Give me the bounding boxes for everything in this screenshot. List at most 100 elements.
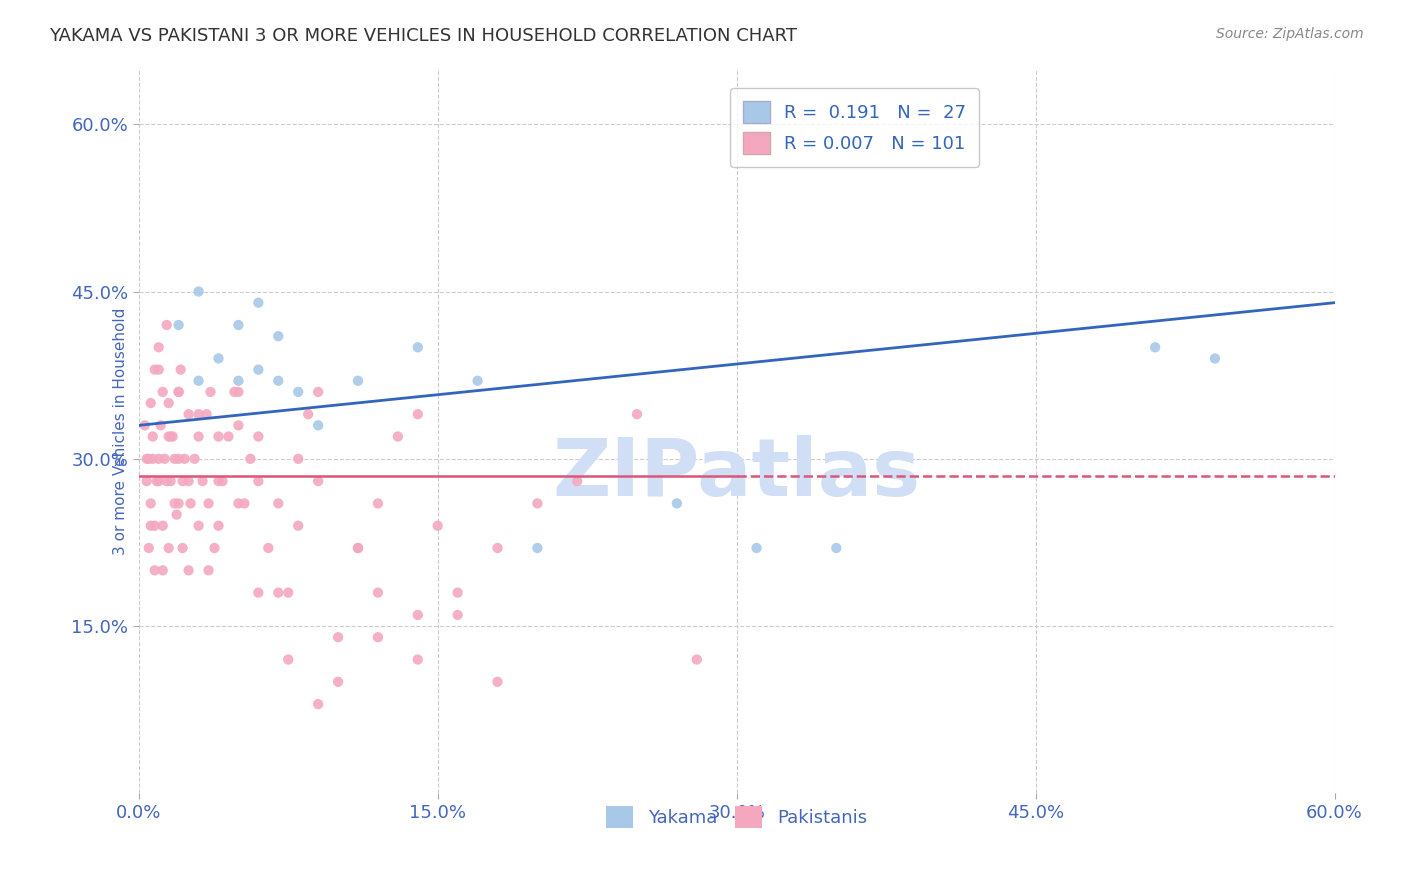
Point: [326, 630, 349, 644]
Text: Source: ZipAtlas.com: Source: ZipAtlas.com: [1216, 27, 1364, 41]
Point: [167, 384, 190, 399]
Point: [228, 418, 250, 433]
Point: [183, 451, 205, 466]
Point: [406, 607, 429, 622]
Point: [239, 451, 262, 466]
Y-axis label: 3 or more Vehicles in Household: 3 or more Vehicles in Household: [112, 307, 128, 555]
Point: [197, 496, 219, 510]
Point: [486, 541, 509, 555]
Point: [152, 384, 174, 399]
Point: [267, 496, 290, 510]
Point: [177, 563, 200, 577]
Point: [139, 396, 162, 410]
Point: [367, 630, 389, 644]
Point: [406, 407, 429, 421]
Point: [187, 429, 209, 443]
Point: [166, 508, 188, 522]
Point: [297, 407, 319, 421]
Point: [228, 374, 250, 388]
Point: [347, 541, 370, 555]
Point: [526, 541, 548, 555]
Point: [267, 374, 290, 388]
Point: [228, 496, 250, 510]
Point: [228, 384, 250, 399]
Point: [187, 407, 209, 421]
Point: [367, 496, 389, 510]
Point: [277, 585, 299, 599]
Point: [233, 496, 256, 510]
Point: [152, 563, 174, 577]
Point: [159, 429, 181, 443]
Point: [187, 374, 209, 388]
Point: [139, 518, 162, 533]
Point: [825, 541, 848, 555]
Point: [134, 418, 156, 433]
Point: [152, 518, 174, 533]
Point: [287, 384, 309, 399]
Point: [177, 474, 200, 488]
Point: [139, 496, 162, 510]
Point: [247, 362, 270, 376]
Point: [148, 451, 170, 466]
Point: [172, 474, 194, 488]
Point: [1144, 340, 1167, 354]
Point: [142, 451, 165, 466]
Point: [163, 451, 186, 466]
Point: [187, 285, 209, 299]
Point: [347, 374, 370, 388]
Point: [1204, 351, 1226, 366]
Point: [211, 474, 233, 488]
Point: [247, 474, 270, 488]
Point: [228, 318, 250, 332]
Point: [143, 563, 166, 577]
Point: [153, 451, 176, 466]
Point: [207, 351, 229, 366]
Point: [156, 318, 179, 332]
Point: [287, 518, 309, 533]
Point: [307, 697, 329, 711]
Point: [446, 585, 468, 599]
Point: [148, 474, 170, 488]
Point: [195, 407, 218, 421]
Point: [149, 418, 172, 433]
Point: [247, 295, 270, 310]
Point: [142, 429, 165, 443]
Point: [267, 585, 290, 599]
Point: [287, 451, 309, 466]
Point: [138, 541, 160, 555]
Point: [486, 674, 509, 689]
Point: [200, 384, 222, 399]
Point: [163, 496, 186, 510]
Point: [247, 429, 270, 443]
Point: [426, 518, 449, 533]
Point: [167, 496, 190, 510]
Point: [135, 451, 157, 466]
Point: [626, 407, 648, 421]
Point: [173, 451, 195, 466]
Point: [347, 541, 370, 555]
Point: [157, 429, 180, 443]
Point: [224, 384, 246, 399]
Point: [197, 563, 219, 577]
Point: [406, 340, 429, 354]
Point: [247, 585, 270, 599]
Point: [406, 652, 429, 666]
Point: [267, 329, 290, 343]
Point: [177, 407, 200, 421]
Point: [143, 518, 166, 533]
Point: [326, 674, 349, 689]
Point: [162, 429, 184, 443]
Point: [367, 585, 389, 599]
Point: [167, 451, 190, 466]
Point: [277, 652, 299, 666]
Point: [187, 518, 209, 533]
Point: [446, 607, 468, 622]
Point: [217, 429, 239, 443]
Point: [686, 652, 709, 666]
Point: [387, 429, 409, 443]
Point: [207, 518, 229, 533]
Point: [257, 541, 280, 555]
Point: [143, 362, 166, 376]
Point: [157, 396, 180, 410]
Point: [157, 541, 180, 555]
